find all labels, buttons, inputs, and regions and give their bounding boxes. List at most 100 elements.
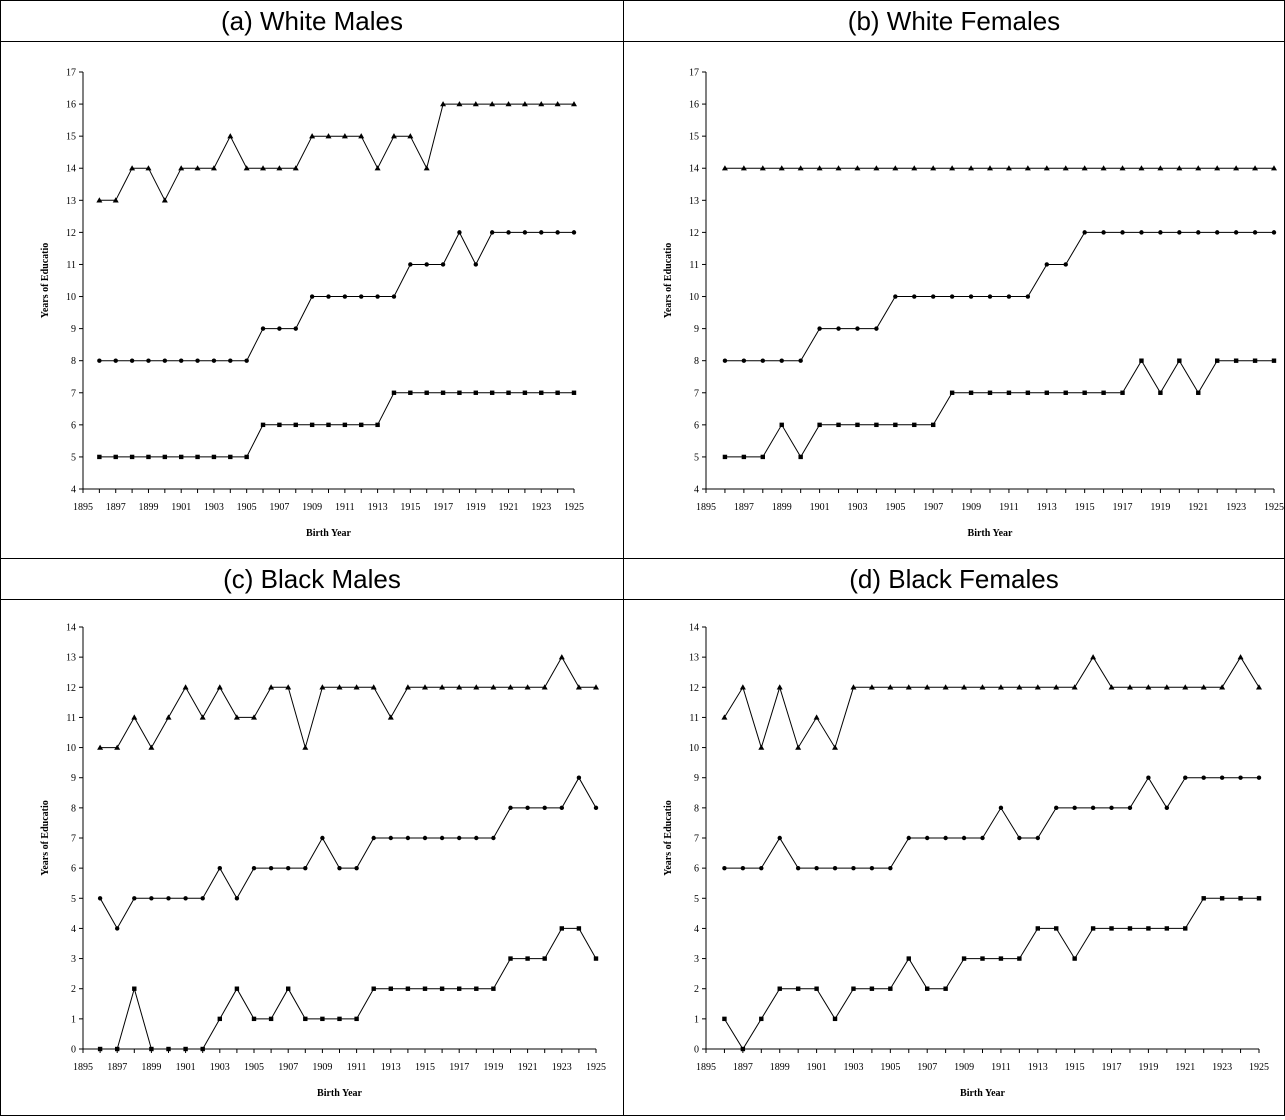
data-point-square: [1025, 390, 1031, 395]
data-point-circle: [489, 230, 495, 235]
data-point-circle: [1219, 775, 1225, 780]
data-point-circle: [375, 294, 380, 299]
data-point-square: [1201, 896, 1206, 901]
data-point-triangle: [131, 714, 138, 720]
x-tick-label: 1923: [552, 1062, 572, 1073]
data-point-triangle: [575, 684, 582, 690]
data-point-triangle: [1271, 165, 1277, 171]
data-point-circle: [309, 294, 315, 299]
x-tick-label: 1915: [415, 1062, 435, 1073]
y-tick-label: 7: [694, 834, 699, 845]
y-tick-label: 11: [66, 713, 76, 724]
data-point-triangle: [422, 684, 428, 690]
data-point-square: [200, 1046, 205, 1052]
data-point-circle: [539, 230, 544, 235]
data-point-circle: [405, 835, 411, 841]
y-tick-label: 10: [66, 743, 76, 754]
data-point-square: [1139, 358, 1144, 363]
data-point-circle: [342, 294, 348, 299]
data-point-circle: [244, 358, 249, 363]
x-tick-label: 1925: [1264, 502, 1284, 513]
data-point-triangle: [554, 101, 561, 107]
data-point-triangle: [1138, 165, 1145, 171]
data-point-triangle: [456, 101, 463, 107]
data-point-square: [439, 986, 445, 991]
data-point-square: [286, 986, 291, 991]
y-tick-label: 14: [689, 164, 699, 175]
data-point-triangle: [260, 165, 267, 171]
data-point-circle: [293, 326, 298, 331]
data-point-square: [760, 454, 765, 460]
data-point-triangle: [370, 684, 377, 690]
y-tick-label: 7: [71, 834, 76, 845]
x-tick-label: 1905: [244, 1062, 264, 1073]
y-tick-label: 12: [689, 683, 699, 694]
data-point-square: [424, 390, 429, 395]
series-line-triangle: [99, 103, 574, 202]
series-line-triangle: [100, 656, 596, 750]
y-tick-label: 10: [689, 743, 699, 754]
data-point-circle: [211, 358, 217, 363]
y-tick-label: 2: [694, 984, 699, 995]
data-point-triangle: [930, 165, 937, 171]
x-tick-label: 1915: [1075, 502, 1095, 513]
x-tick-label: 1903: [843, 1062, 863, 1073]
data-point-triangle: [721, 165, 728, 171]
data-point-square: [354, 1016, 359, 1022]
data-point-triangle: [759, 165, 766, 171]
y-tick-label: 6: [71, 420, 76, 431]
data-point-triangle: [832, 744, 839, 750]
data-point-circle: [874, 326, 879, 331]
data-point-triangle: [1182, 684, 1189, 690]
data-point-circle: [277, 326, 282, 331]
data-point-circle: [1177, 230, 1182, 235]
data-point-circle: [851, 865, 856, 871]
data-point-square: [1219, 896, 1225, 901]
plot-area: 4 5 6 7 8 9 10 11 12 13 14 15 16 17 1895 1897 1899 1901 19…: [624, 42, 1284, 558]
data-point-square: [251, 1016, 257, 1022]
data-point-triangle: [276, 165, 283, 171]
data-point-circle: [1101, 230, 1106, 235]
data-point-square: [949, 390, 955, 395]
x-tick-label: 1917: [449, 1062, 469, 1073]
x-tick-label: 1897: [734, 502, 754, 513]
data-point-square: [179, 454, 184, 460]
x-tick-label: 1897: [733, 1062, 753, 1073]
data-point-circle: [260, 326, 266, 331]
data-point-square: [1158, 390, 1163, 395]
data-point-circle: [1146, 775, 1151, 780]
data-point-circle: [1201, 775, 1206, 780]
data-point-triangle: [1081, 165, 1088, 171]
data-point-square: [408, 390, 413, 395]
x-tick-label: 1905: [237, 502, 257, 513]
data-point-circle: [795, 865, 801, 871]
data-point-square: [539, 390, 544, 395]
data-point-circle: [166, 896, 171, 901]
data-point-circle: [931, 294, 936, 299]
x-tick-label: 1901: [176, 1062, 196, 1073]
series-line-square: [99, 392, 574, 458]
data-point-circle: [179, 358, 184, 363]
data-point-circle: [987, 294, 993, 299]
data-point-triangle: [1108, 684, 1115, 690]
data-point-triangle: [721, 714, 728, 720]
data-point-square: [113, 454, 118, 460]
data-point-square: [489, 390, 495, 395]
data-point-triangle: [1163, 684, 1170, 690]
data-point-square: [1101, 390, 1106, 395]
x-tick-label: 1909: [302, 502, 322, 513]
series-line-square: [724, 359, 1274, 458]
data-point-triangle: [740, 165, 747, 171]
data-point-circle: [1233, 230, 1239, 235]
plot-area: 0 1 2 3 4 5 6 7 8 9 10 11 12 13 14 1895 1897 1899 1901 1903…: [1, 600, 623, 1115]
data-point-triangle: [227, 133, 234, 139]
data-point-triangle: [112, 197, 119, 203]
data-point-square: [571, 390, 577, 395]
data-point-circle: [525, 805, 530, 811]
y-tick-label: 9: [71, 773, 76, 784]
data-point-circle: [1158, 230, 1163, 235]
data-point-triangle: [1200, 684, 1207, 690]
data-point-triangle: [285, 684, 292, 690]
data-point-square: [906, 956, 911, 961]
x-tick-label: 1911: [335, 502, 355, 513]
